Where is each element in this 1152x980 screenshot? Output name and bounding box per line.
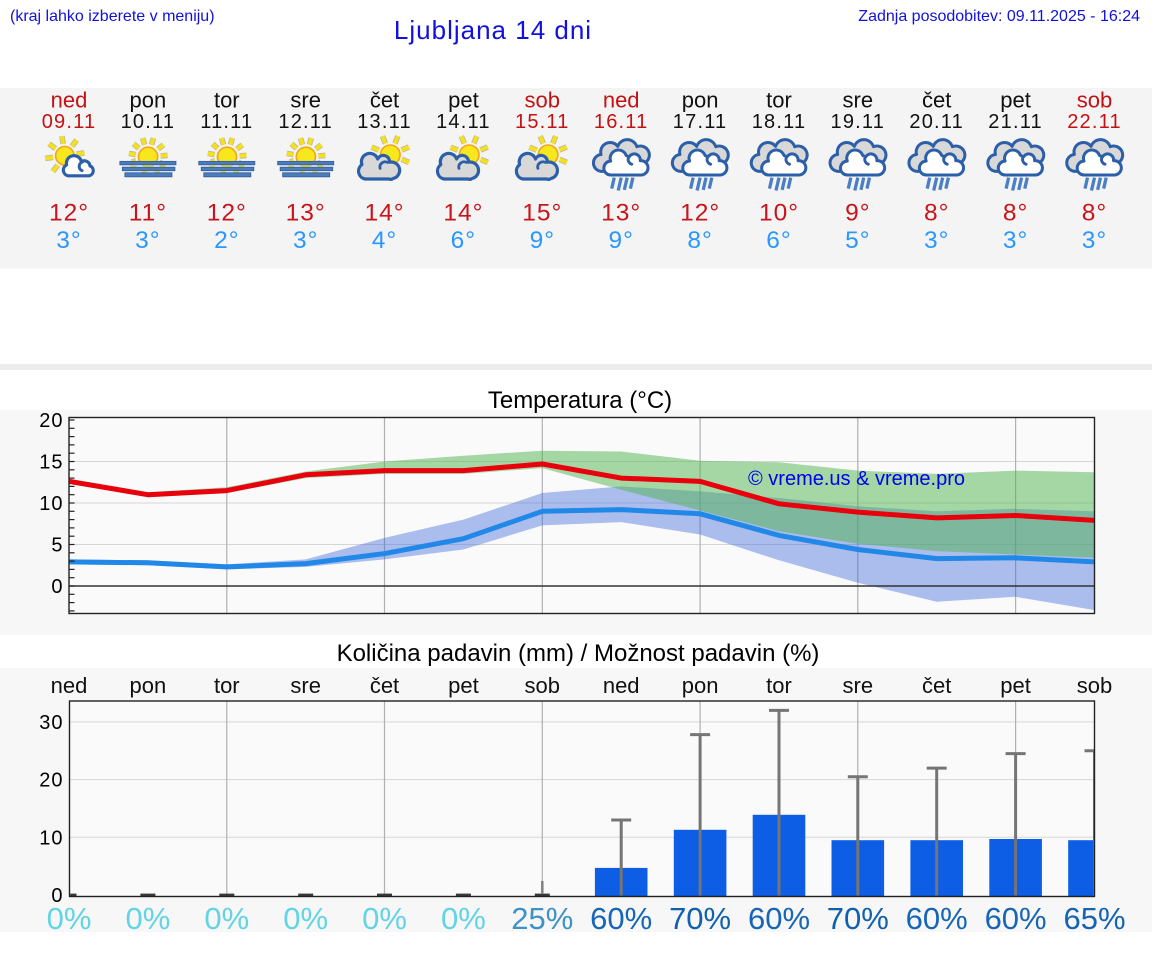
svg-text:14°: 14°: [443, 200, 483, 227]
svg-text:ned: ned: [603, 673, 640, 698]
svg-text:sre: sre: [843, 673, 874, 698]
svg-text:8°: 8°: [1082, 200, 1107, 227]
svg-text:09.11: 09.11: [42, 111, 97, 133]
svg-text:0: 0: [51, 885, 63, 907]
svg-text:sob: sob: [525, 88, 560, 113]
svg-text:čet: čet: [922, 88, 951, 113]
svg-text:13°: 13°: [286, 200, 326, 227]
svg-text:60%: 60%: [748, 901, 810, 936]
svg-text:3°: 3°: [924, 227, 949, 254]
svg-text:16.11: 16.11: [594, 111, 649, 133]
svg-text:13.11: 13.11: [357, 111, 412, 133]
svg-text:0: 0: [51, 576, 63, 598]
svg-text:10°: 10°: [759, 200, 799, 227]
svg-text:0%: 0%: [362, 901, 407, 936]
svg-text:10: 10: [39, 827, 63, 849]
svg-text:20: 20: [39, 770, 63, 792]
svg-text:70%: 70%: [669, 901, 731, 936]
svg-text:11.11: 11.11: [200, 111, 253, 133]
svg-text:pon: pon: [682, 673, 719, 698]
svg-text:ned: ned: [603, 88, 640, 113]
svg-text:60%: 60%: [906, 901, 968, 936]
svg-text:5: 5: [51, 535, 63, 557]
svg-text:sre: sre: [290, 88, 321, 113]
svg-text:čet: čet: [922, 673, 951, 698]
svg-text:18.11: 18.11: [752, 111, 807, 133]
svg-text:ned: ned: [51, 88, 88, 113]
svg-text:Količina padavin (mm) / Možnos: Količina padavin (mm) / Možnost padavin …: [337, 640, 820, 667]
svg-text:3°: 3°: [293, 227, 318, 254]
svg-text:8°: 8°: [687, 227, 712, 254]
svg-text:pet: pet: [448, 673, 479, 698]
svg-text:11°: 11°: [129, 200, 167, 227]
svg-text:tor: tor: [766, 88, 792, 113]
svg-text:30: 30: [39, 712, 63, 734]
svg-text:17.11: 17.11: [673, 111, 728, 133]
svg-text:Temperatura (°C): Temperatura (°C): [488, 387, 672, 414]
svg-text:0%: 0%: [441, 901, 486, 936]
svg-text:20: 20: [39, 410, 63, 432]
svg-text:25%: 25%: [511, 901, 573, 936]
svg-text:15: 15: [39, 452, 63, 474]
svg-text:0%: 0%: [47, 901, 92, 936]
svg-text:15.11: 15.11: [515, 111, 570, 133]
svg-text:4°: 4°: [372, 227, 397, 254]
svg-text:9°: 9°: [845, 200, 870, 227]
svg-text:8°: 8°: [924, 200, 949, 227]
svg-text:12.11: 12.11: [278, 111, 333, 133]
svg-text:6°: 6°: [451, 227, 476, 254]
svg-text:6°: 6°: [766, 227, 791, 254]
svg-text:9°: 9°: [530, 227, 555, 254]
svg-text:70%: 70%: [827, 901, 889, 936]
svg-text:sob: sob: [1077, 88, 1112, 113]
svg-text:2°: 2°: [214, 227, 239, 254]
svg-text:čet: čet: [370, 88, 399, 113]
svg-text:10.11: 10.11: [121, 111, 176, 133]
svg-text:3°: 3°: [1082, 227, 1107, 254]
svg-text:tor: tor: [214, 88, 240, 113]
svg-text:sre: sre: [843, 88, 874, 113]
svg-text:pet: pet: [1000, 88, 1031, 113]
svg-text:pon: pon: [130, 88, 167, 113]
svg-text:12°: 12°: [207, 200, 247, 227]
svg-text:tor: tor: [214, 673, 240, 698]
svg-text:čet: čet: [370, 673, 399, 698]
svg-text:sre: sre: [290, 673, 321, 698]
svg-text:12°: 12°: [680, 200, 720, 227]
svg-text:10: 10: [39, 493, 63, 515]
svg-text:sob: sob: [525, 673, 560, 698]
svg-text:13°: 13°: [601, 200, 641, 227]
svg-text:ned: ned: [51, 673, 88, 698]
svg-text:© vreme.us & vreme.pro: © vreme.us & vreme.pro: [748, 468, 965, 490]
svg-text:22.11: 22.11: [1067, 111, 1122, 133]
svg-text:pon: pon: [682, 88, 719, 113]
svg-text:65%: 65%: [1063, 901, 1125, 936]
svg-text:3°: 3°: [56, 227, 81, 254]
svg-text:sob: sob: [1077, 673, 1112, 698]
svg-text:12°: 12°: [49, 200, 89, 227]
svg-text:Zadnja posodobitev: 09.11.2025: Zadnja posodobitev: 09.11.2025 - 16:24: [858, 8, 1140, 25]
svg-text:tor: tor: [766, 673, 792, 698]
svg-text:pon: pon: [130, 673, 167, 698]
svg-text:0%: 0%: [125, 901, 170, 936]
svg-text:14.11: 14.11: [436, 111, 491, 133]
svg-text:14°: 14°: [364, 200, 404, 227]
svg-text:0%: 0%: [283, 901, 328, 936]
svg-text:3°: 3°: [135, 227, 160, 254]
svg-text:19.11: 19.11: [831, 111, 886, 133]
svg-text:60%: 60%: [590, 901, 652, 936]
svg-text:60%: 60%: [985, 901, 1047, 936]
svg-text:3°: 3°: [1003, 227, 1028, 254]
svg-text:15°: 15°: [522, 200, 562, 227]
svg-text:pet: pet: [448, 88, 479, 113]
svg-text:5°: 5°: [845, 227, 870, 254]
svg-text:9°: 9°: [608, 227, 633, 254]
svg-text:Ljubljana 14 dni: Ljubljana 14 dni: [394, 15, 592, 45]
svg-text:0%: 0%: [204, 901, 249, 936]
svg-text:pet: pet: [1000, 673, 1031, 698]
svg-text:(kraj lahko izberete v meniju): (kraj lahko izberete v meniju): [10, 8, 215, 25]
svg-text:20.11: 20.11: [909, 111, 964, 133]
svg-text:8°: 8°: [1003, 200, 1028, 227]
svg-text:21.11: 21.11: [988, 111, 1043, 133]
